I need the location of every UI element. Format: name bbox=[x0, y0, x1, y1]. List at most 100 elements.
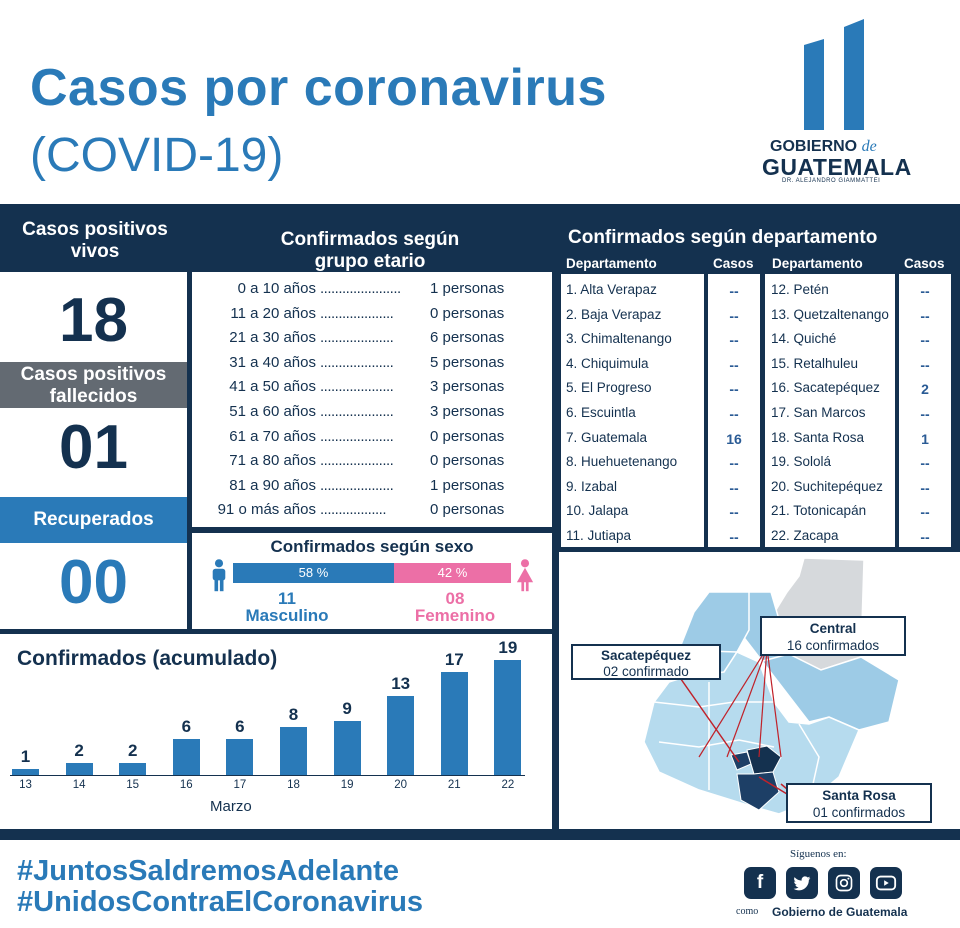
chart-category-label: 13 bbox=[19, 779, 32, 791]
logo-text-guatemala: GUATEMALA bbox=[762, 154, 912, 180]
age-dots: ...................... bbox=[320, 280, 401, 297]
santarosa-detail: 01 confirmados bbox=[812, 805, 906, 820]
dept-cases: 1 bbox=[921, 430, 929, 447]
dept-name: 14. Quiché bbox=[771, 331, 837, 347]
follow-text: Síguenos en: bbox=[790, 848, 847, 860]
sacatepequez-name: Sacatepéquez bbox=[600, 648, 692, 663]
dept-cases: -- bbox=[920, 332, 930, 349]
chart-bar-value: 6 bbox=[181, 716, 192, 736]
account-name: Gobierno de Guatemala bbox=[772, 905, 908, 919]
age-range: 11 a 20 años bbox=[230, 304, 316, 322]
dept-panel-cases-1 bbox=[708, 274, 760, 547]
dept-cases: -- bbox=[920, 356, 930, 373]
chart-category-label: 20 bbox=[394, 779, 408, 791]
chart-bar bbox=[119, 762, 147, 775]
dept-name: 5. El Progreso bbox=[566, 380, 652, 396]
chart-bar bbox=[65, 762, 93, 775]
male-label: Masculino bbox=[245, 606, 329, 625]
dept-name: 15. Retalhuleu bbox=[771, 355, 859, 371]
vivos-label: Casos positivos vivos bbox=[22, 219, 168, 262]
chart-bar-value: 6 bbox=[235, 716, 245, 736]
dept-name: 10. Jalapa bbox=[566, 503, 629, 519]
dept-cases: -- bbox=[729, 307, 739, 324]
cumulative-bar-chart: 1 13 2 14 2 15 6 16 6 17 8 18 9 19 13 20 17 21 19 22 bbox=[0, 634, 552, 829]
chart-title: Confirmados (acumulado) bbox=[17, 647, 278, 670]
dept-cases: -- bbox=[729, 479, 739, 496]
age-dots: .................... bbox=[320, 304, 394, 322]
map-label-santarosa: Santa Rosa 01 confirmados bbox=[786, 783, 932, 823]
chart-bar bbox=[387, 696, 415, 775]
chart-category-label: 19 bbox=[340, 779, 354, 791]
age-count: 1 personas bbox=[430, 280, 505, 297]
youtube-icon[interactable] bbox=[870, 867, 902, 899]
chart-bar bbox=[172, 738, 200, 775]
age-range: 31 a 40 años bbox=[229, 353, 316, 371]
chart-bar bbox=[494, 660, 522, 775]
chart-category-label: 18 bbox=[287, 779, 300, 791]
santarosa-name: Santa Rosa bbox=[822, 788, 896, 803]
logo-text-president: DR. ALEJANDRO GIAMMATTEI bbox=[782, 178, 881, 184]
age-count: 0 personas bbox=[430, 427, 505, 445]
central-name: Central bbox=[809, 621, 857, 636]
chart-category-label: 22 bbox=[501, 779, 515, 791]
dept-name: 19. Sololá bbox=[771, 454, 832, 470]
male-bar: 58 % bbox=[233, 563, 394, 583]
chart-category-label: 17 bbox=[233, 779, 247, 791]
dept-name: 20. Suchitepéquez bbox=[771, 478, 883, 494]
age-dots: .................. bbox=[320, 501, 387, 519]
dept-name: 11. Jutiapa bbox=[566, 528, 632, 543]
dept-name: 8. Huehuetenango bbox=[566, 454, 678, 470]
facebook-icon[interactable]: f bbox=[744, 867, 776, 899]
dept-name: 17. San Marcos bbox=[771, 405, 866, 420]
dept-col-cases-1: Casos bbox=[713, 256, 754, 271]
male-count-value: 11 bbox=[278, 589, 296, 608]
dept-cases: -- bbox=[729, 356, 739, 373]
chart-bar-value: 13 bbox=[391, 674, 411, 694]
dept-name: 12. Petén bbox=[771, 282, 829, 297]
female-bar: 42 % bbox=[394, 563, 511, 583]
fallecidos-label: Casos positivos fallecidos bbox=[0, 362, 187, 408]
age-dots: .................... bbox=[320, 353, 394, 371]
twitter-icon[interactable] bbox=[786, 867, 818, 899]
page-subtitle: (COVID-19) bbox=[30, 129, 284, 182]
page-title: Casos por coronavirus bbox=[30, 59, 607, 117]
dept-col-header-2: Departamento bbox=[772, 256, 863, 271]
chart-bar-value: 17 bbox=[444, 650, 464, 670]
central-detail: 16 confirmados bbox=[786, 638, 880, 653]
age-panel bbox=[192, 272, 552, 527]
age-range: 51 a 60 años bbox=[229, 403, 316, 420]
male-percent: 58 % bbox=[298, 565, 329, 580]
dept-cases: 2 bbox=[921, 381, 929, 398]
dept-name: 2. Baja Verapaz bbox=[566, 306, 662, 322]
chart-axis-line bbox=[10, 775, 525, 776]
female-count: 08 Femenino bbox=[390, 590, 520, 624]
logo-text-gobierno: GOBIERNO de bbox=[770, 138, 877, 155]
dept-title: Confirmados según departamento bbox=[568, 227, 878, 248]
dept-col-cases-2: Casos bbox=[904, 256, 945, 271]
dept-cases: -- bbox=[729, 455, 739, 472]
sex-ratio-bar: 58 % 42 % bbox=[233, 563, 511, 583]
dept-panel-cases-2 bbox=[899, 274, 951, 547]
female-count-value: 08 bbox=[445, 589, 465, 608]
dept-name: 3. Chimaltenango bbox=[566, 331, 672, 347]
chart-bar-value: 8 bbox=[288, 704, 299, 724]
vivos-panel bbox=[0, 272, 187, 629]
age-range: 61 a 70 años bbox=[229, 427, 316, 445]
instagram-icon[interactable] bbox=[828, 867, 860, 899]
dept-panel-names-2 bbox=[765, 274, 895, 547]
recuperados-value: 00 bbox=[59, 548, 128, 617]
recuperados-label: Recuperados bbox=[0, 497, 187, 543]
dept-cases: -- bbox=[729, 283, 739, 299]
age-dots: .................... bbox=[320, 476, 394, 494]
age-dots: .................... bbox=[320, 452, 394, 470]
age-count: 0 personas bbox=[430, 452, 505, 470]
dept-name: 13. Quetzaltenango bbox=[771, 306, 889, 322]
dept-cases: -- bbox=[920, 406, 930, 422]
age-range: 41 a 50 años bbox=[229, 378, 316, 396]
sacatepequez-detail: 02 confirmado bbox=[603, 664, 689, 679]
dept-panel-names-1 bbox=[561, 274, 704, 547]
chart-bar bbox=[280, 726, 307, 775]
chart-bar bbox=[440, 672, 468, 775]
vivos-value: 18 bbox=[59, 286, 128, 355]
age-count: 5 personas bbox=[430, 353, 505, 371]
